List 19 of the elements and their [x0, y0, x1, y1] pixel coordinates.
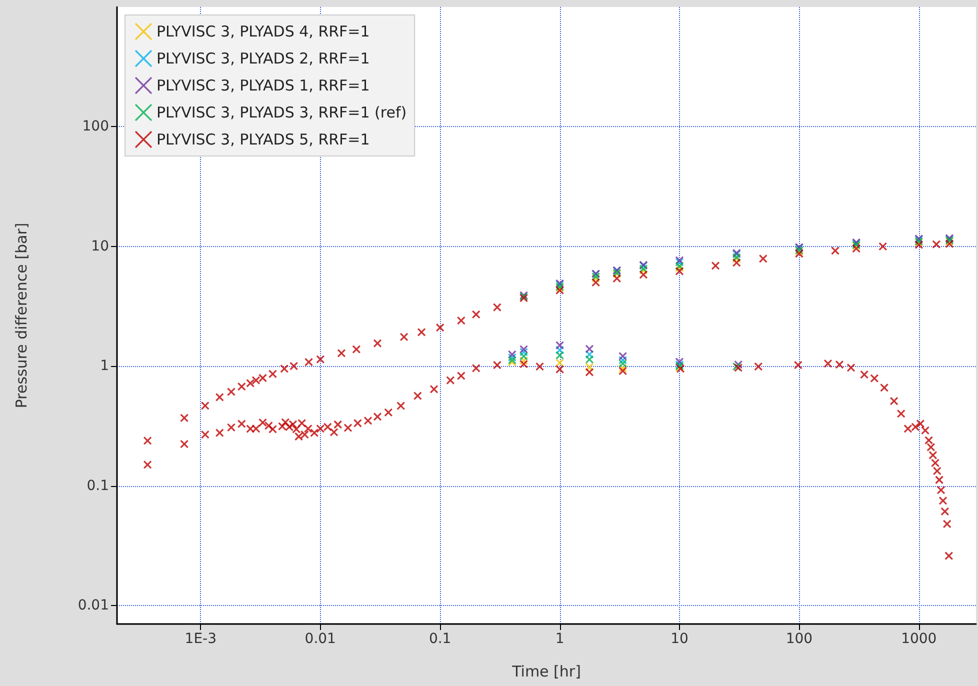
y-axis-title: Pressure difference [bar]: [12, 222, 30, 408]
y-tick-label: 1: [100, 358, 109, 374]
x-tick-label: 100: [786, 631, 813, 647]
legend-label: PLYVISC 3, PLYADS 1, RRF=1: [156, 76, 370, 94]
legend-label: PLYVISC 3, PLYADS 5, RRF=1: [156, 130, 370, 148]
legend-label: PLYVISC 3, PLYADS 4, RRF=1: [156, 22, 370, 40]
x-tick-label: 1000: [901, 631, 937, 647]
y-tick-label: 0.01: [78, 597, 109, 614]
legend-label: PLYVISC 3, PLYADS 2, RRF=1: [156, 50, 370, 68]
y-tick-label: 10: [91, 238, 109, 254]
legend-label: PLYVISC 3, PLYADS 3, RRF=1 (ref): [156, 104, 407, 122]
y-tick-label: 100: [82, 118, 109, 135]
x-tick-label: 1E-3: [184, 631, 217, 647]
x-axis-title: Time [hr]: [511, 662, 581, 680]
x-tick-label: 10: [670, 631, 688, 647]
x-tick-label: 1: [555, 631, 564, 647]
y-tick-label: 0.1: [86, 478, 109, 494]
x-tick-label: 0.1: [428, 631, 452, 647]
x-tick-label: 0.01: [304, 631, 336, 647]
